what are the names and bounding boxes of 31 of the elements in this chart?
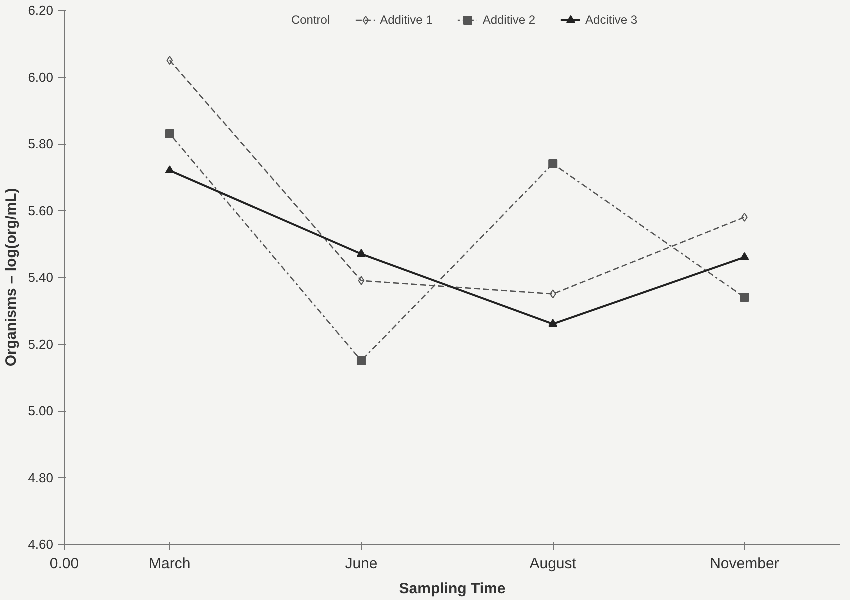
- y-tick-label: 5.60: [28, 203, 54, 218]
- point: [356, 356, 366, 366]
- text: Control: [291, 13, 330, 27]
- point: [166, 56, 174, 66]
- y-tick-label: 4.60: [28, 537, 54, 552]
- point: [550, 290, 556, 299]
- x-axis-title: Sampling Time: [399, 580, 506, 598]
- point: [358, 276, 365, 286]
- point: [740, 293, 750, 302]
- y-tick-label: 6.00: [28, 70, 54, 85]
- y-axis-title: Organisms – log(org/mL): [3, 188, 20, 367]
- point: [740, 252, 750, 260]
- y-tick-label: 5.20: [28, 336, 54, 352]
- y-tick-label: 5.80: [28, 136, 54, 152]
- y-tick-label: 5.40: [28, 270, 54, 285]
- x-tick-label: November: [710, 556, 780, 572]
- point: [165, 129, 174, 138]
- y-tick-label: 5.00: [28, 404, 54, 418]
- point: [548, 160, 558, 169]
- y-tick-label: 4.80: [28, 470, 54, 486]
- point: [165, 166, 174, 174]
- point: [548, 319, 558, 328]
- legend-label: Adcitive 3: [586, 13, 638, 27]
- x-tick-label: August: [530, 556, 578, 572]
- legend-label: Additive 2: [482, 13, 536, 27]
- point: [356, 249, 366, 257]
- x-tick-label: March: [149, 556, 191, 572]
- y-tick-label: 6.20: [28, 3, 54, 18]
- text: 0.00: [50, 556, 80, 572]
- legend-label: Additive 1: [380, 13, 433, 27]
- x-tick-label: June: [345, 556, 378, 572]
